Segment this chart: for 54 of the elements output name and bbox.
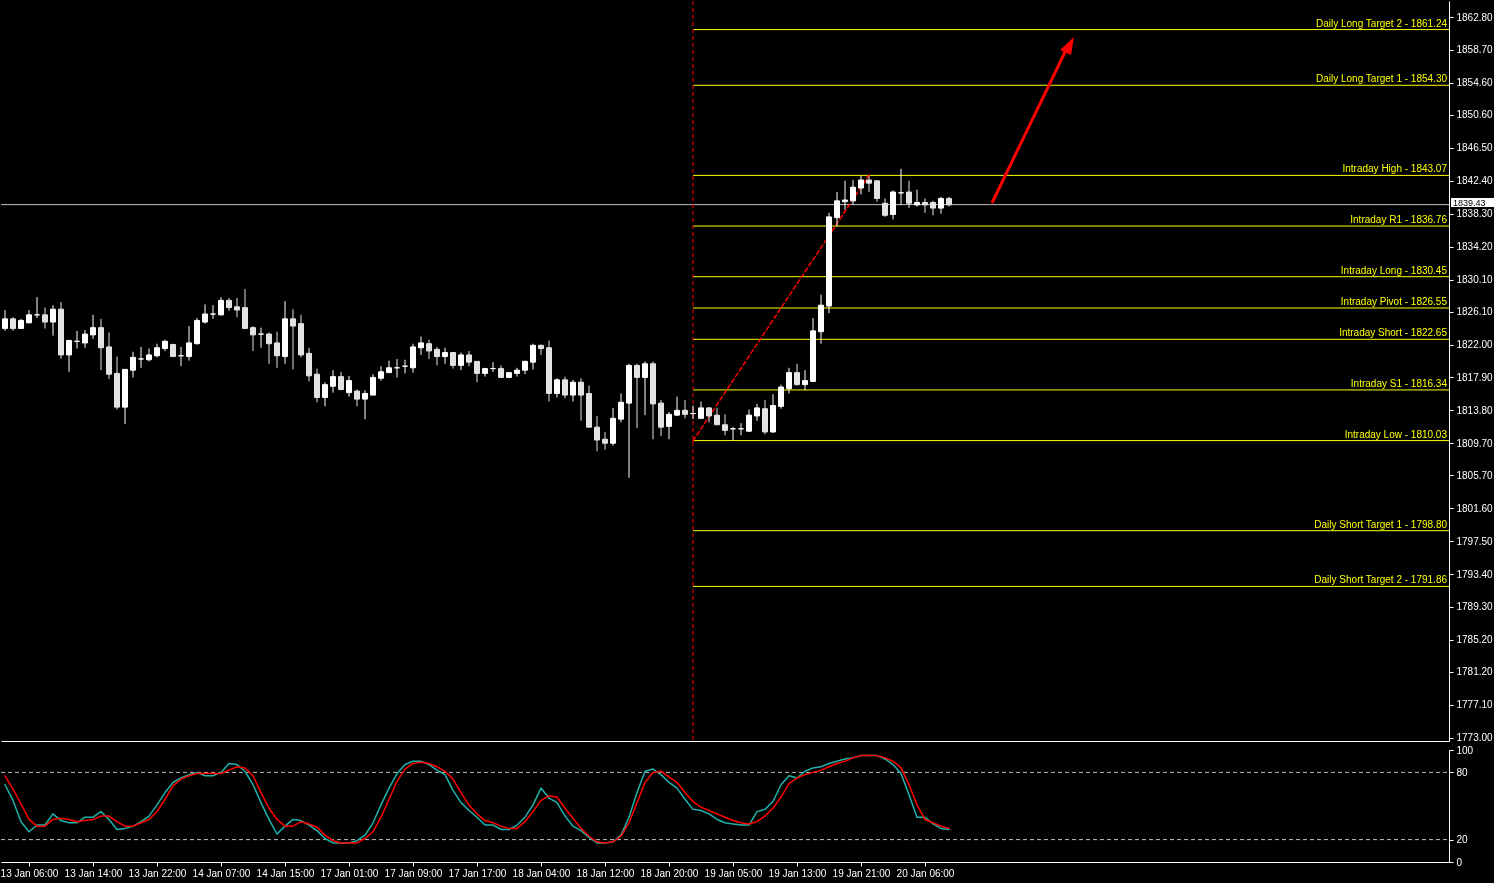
y-tick-label: 1785.20 [1456, 634, 1494, 646]
y-tick-label: 20 [1456, 834, 1469, 846]
y-tick-label: 1838.30 [1456, 208, 1494, 220]
y-tick-label: 1834.20 [1456, 241, 1494, 253]
ref-line-label: Daily Short Target 2 - 1791.86 [1314, 574, 1448, 586]
y-tick-label: 1781.20 [1456, 666, 1494, 678]
ref-line-label: Intraday S1 - 1816.34 [1350, 377, 1448, 389]
y-tick-label: 1801.60 [1456, 502, 1494, 514]
y-tick-label: 1842.40 [1456, 175, 1494, 187]
y-tick-label: 1817.90 [1456, 371, 1494, 383]
x-tick-label: 17 Jan 09:00 [384, 867, 443, 879]
y-tick-label: 1789.30 [1456, 601, 1494, 613]
x-tick-label: 13 Jan 22:00 [128, 867, 187, 879]
y-tick-label: 1793.40 [1456, 568, 1494, 580]
x-tick-label: 19 Jan 05:00 [704, 867, 763, 879]
ref-line-label: Daily Long Target 2 - 1861.24 [1315, 17, 1448, 29]
y-tick-label: 100 [1456, 744, 1474, 756]
ref-line-label: Intraday Pivot - 1826.55 [1340, 296, 1448, 307]
y-tick-label: 1822.00 [1456, 339, 1494, 351]
x-tick-label: 14 Jan 07:00 [192, 867, 251, 879]
y-tick-label: 1805.70 [1456, 469, 1494, 481]
ref-line-label: Intraday R1 - 1836.76 [1350, 214, 1448, 226]
y-tick-label: 1854.60 [1456, 77, 1494, 89]
x-tick-label: 13 Jan 14:00 [64, 867, 123, 879]
y-tick-label: 1826.10 [1456, 306, 1494, 318]
y-tick-label: 1773.00 [1456, 732, 1494, 744]
x-tick-label: 14 Jan 15:00 [256, 867, 315, 879]
x-tick-label: 18 Jan 04:00 [512, 867, 571, 879]
x-tick-label: 20 Jan 06:00 [896, 867, 955, 879]
y-tick-label: 0 [1456, 856, 1463, 868]
x-tick-label: 17 Jan 01:00 [320, 867, 379, 879]
x-tick-label: 18 Jan 12:00 [576, 867, 635, 879]
ref-line-label: Intraday Long - 1830.45 [1340, 264, 1448, 276]
y-tick-label: 1777.10 [1456, 699, 1494, 711]
y-tick-label: 1830.10 [1456, 274, 1494, 285]
y-tick-label: 1862.80 [1456, 11, 1494, 23]
y-tick-label: 1846.50 [1456, 142, 1494, 154]
ref-line-label: Daily Long Target 1 - 1854.30 [1315, 73, 1448, 85]
x-tick-label: 19 Jan 21:00 [832, 867, 891, 879]
ref-line-label: Daily Short Target 1 - 1798.80 [1314, 518, 1448, 530]
y-tick-label: 1858.70 [1456, 44, 1494, 56]
text: 1839.43 [1453, 197, 1486, 208]
ref-line-label: Intraday Short - 1822.65 [1339, 327, 1448, 339]
x-tick-label: 17 Jan 17:00 [448, 867, 507, 879]
y-tick-label: 1813.80 [1456, 404, 1494, 416]
y-tick-label: 1797.50 [1456, 535, 1494, 547]
y-tick-label: 80 [1456, 766, 1469, 778]
ref-line-label: Intraday Low - 1810.03 [1344, 428, 1448, 440]
y-tick-label: 1850.60 [1456, 109, 1494, 121]
x-tick-label: 13 Jan 06:00 [0, 867, 59, 879]
ref-line-label: Intraday High - 1843.07 [1342, 163, 1448, 175]
x-tick-label: 18 Jan 20:00 [640, 867, 699, 879]
x-tick-label: 19 Jan 13:00 [768, 867, 827, 879]
y-tick-label: 1809.70 [1456, 437, 1494, 449]
